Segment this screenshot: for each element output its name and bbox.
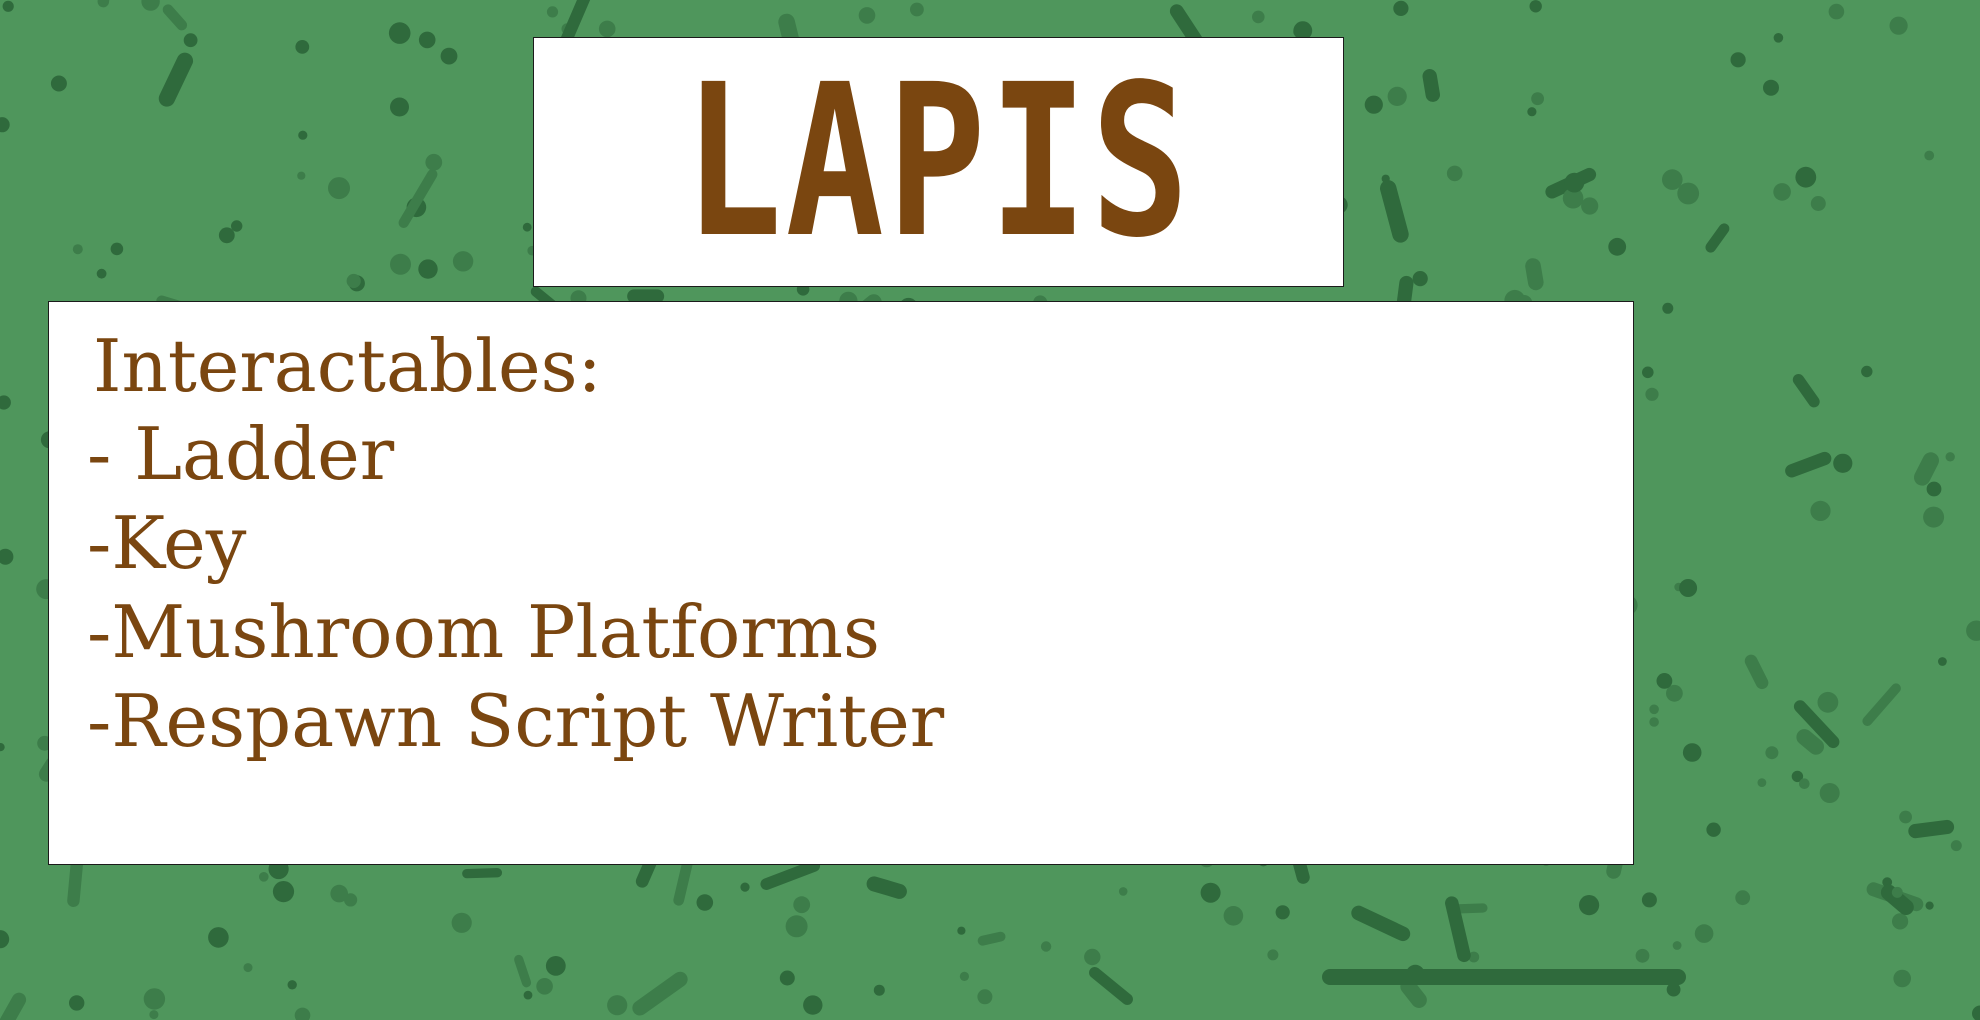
- interactables-panel: Interactables: - Ladder -Key -Mushroom P…: [48, 301, 1634, 865]
- interactables-heading: Interactables:: [93, 324, 602, 408]
- game-title: LAPIS: [684, 39, 1193, 284]
- title-panel: LAPIS: [533, 37, 1344, 287]
- list-item-mushroom-platforms: -Mushroom Platforms: [87, 590, 880, 674]
- list-item-key: -Key: [87, 501, 247, 585]
- list-item-ladder: - Ladder: [87, 412, 395, 496]
- list-item-respawn-script-writer: -Respawn Script Writer: [87, 679, 945, 763]
